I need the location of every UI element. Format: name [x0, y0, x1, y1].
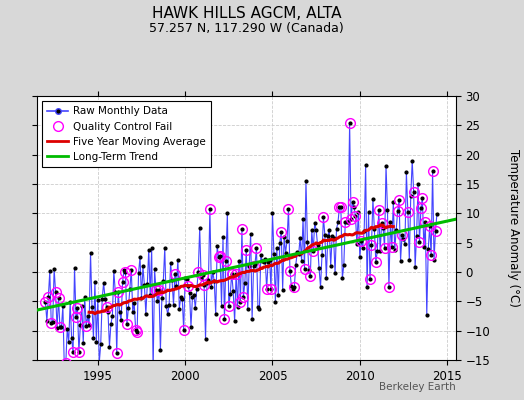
Y-axis label: Temperature Anomaly (°C): Temperature Anomaly (°C) — [507, 149, 520, 307]
Legend: Raw Monthly Data, Quality Control Fail, Five Year Moving Average, Long-Term Tren: Raw Monthly Data, Quality Control Fail, … — [42, 101, 211, 167]
Text: HAWK HILLS AGCM, ALTA: HAWK HILLS AGCM, ALTA — [151, 6, 341, 21]
Text: 57.257 N, 117.290 W (Canada): 57.257 N, 117.290 W (Canada) — [149, 22, 344, 35]
Text: Berkeley Earth: Berkeley Earth — [379, 382, 456, 392]
